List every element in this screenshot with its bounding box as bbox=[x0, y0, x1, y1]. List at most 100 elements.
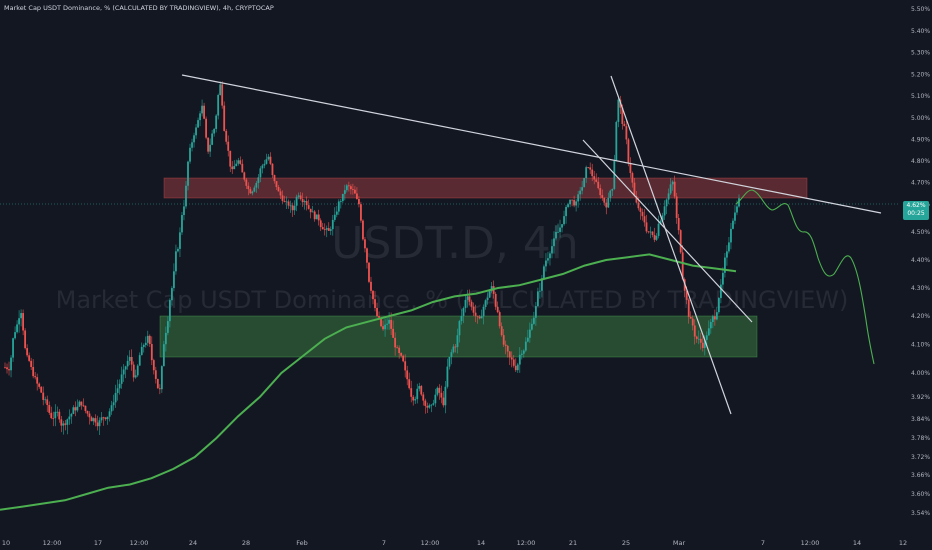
candle-body bbox=[581, 187, 584, 191]
candle-body bbox=[522, 350, 525, 354]
candle-body bbox=[516, 364, 519, 371]
candle-body bbox=[426, 405, 429, 408]
candle-body bbox=[150, 344, 153, 361]
candle-body bbox=[484, 300, 487, 307]
candle-body bbox=[442, 397, 445, 406]
candle-body bbox=[486, 297, 489, 301]
candle-body bbox=[597, 181, 600, 189]
moving-average-line bbox=[0, 253, 737, 511]
candle-body bbox=[502, 335, 505, 345]
candle-body bbox=[311, 211, 314, 213]
candle-body bbox=[142, 345, 145, 347]
candle-body bbox=[412, 396, 415, 401]
candle-body bbox=[605, 202, 608, 208]
candle-body bbox=[703, 339, 706, 348]
candle-body bbox=[66, 419, 69, 425]
candle-body bbox=[726, 251, 728, 258]
candle-body bbox=[734, 212, 736, 221]
time-axis[interactable]: 10 12:00 17 12:00 24 28 Feb 7 12:00 14 12:00 21 25 Ma… bbox=[2, 539, 907, 547]
candle-body bbox=[530, 323, 533, 330]
candle-body bbox=[18, 318, 20, 325]
candle-body bbox=[466, 296, 469, 300]
candle-body bbox=[227, 141, 230, 151]
channel-line-upper[interactable] bbox=[582, 139, 753, 323]
price-axis-label: 5.30% bbox=[911, 50, 930, 57]
candle-body bbox=[699, 338, 702, 343]
candle-body bbox=[120, 374, 123, 384]
time-axis-label: 7 bbox=[382, 539, 386, 547]
candle-body bbox=[547, 258, 549, 261]
time-axis-label: 12:00 bbox=[421, 539, 440, 547]
candle-body bbox=[46, 399, 49, 406]
candle-body bbox=[114, 392, 117, 403]
candle-body bbox=[140, 346, 143, 356]
candle-body bbox=[241, 163, 244, 173]
time-axis-label: 14 bbox=[853, 539, 861, 547]
candle-body bbox=[44, 399, 47, 401]
candle-body bbox=[273, 175, 276, 182]
candle-body bbox=[695, 336, 698, 339]
candle-body bbox=[299, 195, 302, 200]
candle-body bbox=[372, 290, 374, 300]
resistance-zone[interactable] bbox=[163, 177, 808, 199]
candle-body bbox=[705, 335, 708, 340]
price-axis[interactable]: 5.50% 5.40% 5.30% 5.20% 5.10% 5.00% 4.90% 4.80%… bbox=[911, 6, 930, 517]
candle-body bbox=[315, 214, 318, 220]
candle-body bbox=[557, 231, 559, 233]
candle-body bbox=[80, 401, 83, 406]
candle-body bbox=[277, 187, 280, 192]
candle-body bbox=[647, 231, 650, 233]
candle-body bbox=[498, 312, 501, 327]
candle-body bbox=[118, 383, 121, 389]
candle-body bbox=[64, 423, 67, 425]
price-axis-label: 5.10% bbox=[911, 93, 930, 100]
watermark-ticker: USDT.D, 4h bbox=[331, 218, 578, 269]
candle-body bbox=[701, 342, 704, 348]
price-axis-label: 5.50% bbox=[911, 6, 930, 13]
candle-body bbox=[86, 410, 89, 414]
candle-body bbox=[203, 105, 205, 119]
candle-body bbox=[697, 338, 700, 340]
candle-body bbox=[653, 234, 656, 240]
candle-body bbox=[177, 248, 179, 252]
candle-body bbox=[187, 161, 189, 186]
candle-body bbox=[436, 387, 439, 395]
candle-body bbox=[60, 419, 63, 426]
candle-body bbox=[681, 252, 684, 280]
candle-body bbox=[639, 208, 642, 212]
candle-body bbox=[152, 360, 155, 371]
candle-body bbox=[649, 231, 652, 233]
candle-body bbox=[36, 377, 39, 384]
candle-body bbox=[687, 299, 690, 317]
candle-body bbox=[94, 418, 97, 423]
candle-body bbox=[257, 177, 260, 183]
price-axis-label: 5.20% bbox=[911, 71, 930, 78]
candle-body bbox=[524, 341, 527, 351]
candle-body bbox=[34, 376, 37, 378]
candle-body bbox=[460, 315, 463, 322]
price-axis-label: 4.00% bbox=[911, 370, 930, 377]
candle-body bbox=[78, 401, 81, 407]
candle-body bbox=[434, 394, 437, 404]
candle-body bbox=[386, 323, 388, 325]
candle-body bbox=[651, 231, 654, 235]
candle-body bbox=[347, 185, 350, 187]
descending-trendline[interactable] bbox=[181, 74, 882, 214]
candle-body bbox=[237, 160, 240, 164]
candle-body bbox=[512, 359, 515, 366]
candle-body bbox=[100, 417, 103, 421]
channel-line-lower[interactable] bbox=[610, 75, 732, 415]
candles-group bbox=[4, 81, 740, 436]
candle-body bbox=[323, 229, 326, 231]
candle-body bbox=[138, 355, 141, 366]
candle-body bbox=[10, 357, 12, 371]
candle-body bbox=[201, 105, 203, 114]
time-axis-label: 12 bbox=[899, 539, 907, 547]
candle-body bbox=[6, 367, 8, 370]
candle-body bbox=[398, 347, 401, 354]
candle-body bbox=[144, 342, 147, 346]
candle-body bbox=[603, 197, 606, 203]
support-zone[interactable] bbox=[159, 315, 758, 358]
candle-body bbox=[32, 367, 35, 377]
